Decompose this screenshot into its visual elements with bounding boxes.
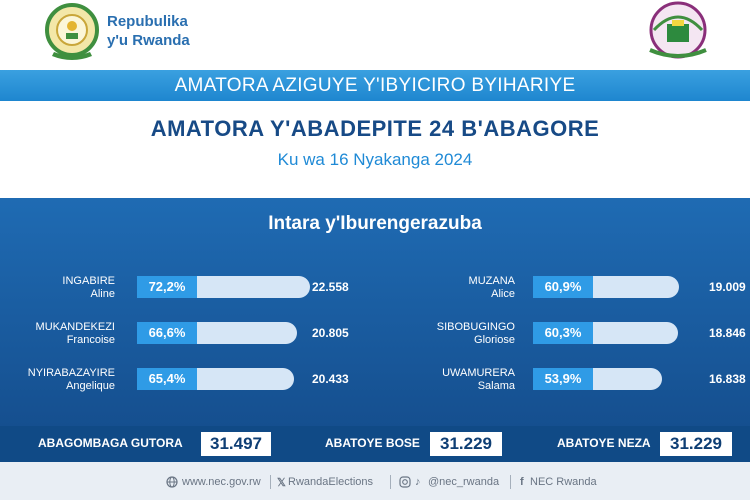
candidate-name: MUKANDEKEZI Francoise: [0, 321, 115, 347]
footer-divider: [390, 475, 391, 489]
website-link[interactable]: www.nec.gov.rw: [182, 476, 261, 488]
vote-percentage: 72,2%: [137, 276, 197, 298]
candidate-row: MUKANDEKEZI Francoise 66,6% 20.805: [0, 321, 750, 351]
valid-label: ABATOYE NEZA: [557, 436, 651, 450]
candidate-name: SIBOBUGINGO Gloriose: [395, 321, 515, 347]
instagram-icon: [399, 476, 411, 488]
footer-divider: [270, 475, 271, 489]
vote-percentage: 65,4%: [137, 368, 197, 390]
candidate-name: UWAMURERA Salama: [395, 367, 515, 393]
footer: www.nec.gov.rw 𝕏 RwandaElections ♪ @nec_…: [0, 462, 750, 500]
candidate-last-name: UWAMURERA: [442, 367, 515, 379]
globe-icon: [166, 476, 178, 488]
banner: AMATORA AZIGUYE Y'IBYICIRO BYIHARIYE: [0, 70, 750, 101]
candidate-row: SIBOBUGINGO Gloriose 60,3% 18.846: [0, 321, 750, 351]
candidate-first-name: Angelique: [66, 380, 115, 392]
valid-value: 31.229: [660, 432, 732, 456]
rwanda-coat-of-arms-icon: [45, 3, 99, 60]
facebook-link[interactable]: NEC Rwanda: [530, 476, 597, 488]
candidate-last-name: MUZANA: [468, 275, 515, 287]
candidate-last-name: INGABIRE: [62, 275, 115, 287]
vote-percentage: 60,3%: [533, 322, 593, 344]
footer-divider: [510, 475, 511, 489]
vote-count: 16.838: [709, 372, 746, 386]
voted-value: 31.229: [430, 432, 502, 456]
candidate-row: UWAMURERA Salama 53,9% 16.838: [0, 367, 750, 397]
totals-bar: ABAGOMBAGA GUTORA 31.497 ABATOYE BOSE 31…: [0, 426, 750, 462]
vote-percentage: 60,9%: [533, 276, 593, 298]
vote-count: 19.009: [709, 280, 746, 294]
x-logo-icon: 𝕏: [277, 477, 286, 489]
page-title: AMATORA Y'ABADEPITE 24 B'ABAGORE: [150, 116, 600, 141]
republic-line2: y'u Rwanda: [107, 32, 190, 49]
region-title: Intara y'Iburengerazuba: [268, 213, 482, 234]
candidate-first-name: Alice: [491, 288, 515, 300]
nec-logo-icon: [649, 1, 707, 59]
vote-count: 20.433: [312, 372, 349, 386]
candidate-first-name: Gloriose: [474, 334, 515, 346]
x-handle-link[interactable]: RwandaElections: [288, 476, 373, 488]
voted-label: ABATOYE BOSE: [325, 436, 420, 450]
republic-name: Repubulika y'u Rwanda: [107, 12, 190, 50]
candidate-row: NYIRABAZAYIRE Angelique 65,4% 20.433: [0, 367, 750, 397]
election-date: Ku wa 16 Nyakanga 2024: [277, 150, 473, 169]
candidate-first-name: Francoise: [66, 334, 115, 346]
registered-label: ABAGOMBAGA GUTORA: [38, 436, 183, 450]
vote-percentage: 66,6%: [137, 322, 197, 344]
header: Repubulika y'u Rwanda: [0, 0, 750, 70]
instagram-tiktok-link[interactable]: @nec_rwanda: [428, 476, 500, 488]
candidate-row: INGABIRE Aline 72,2% 22.558: [0, 275, 750, 305]
candidate-last-name: MUKANDEKEZI: [35, 321, 115, 333]
candidate-name: INGABIRE Aline: [0, 275, 115, 301]
candidate-last-name: NYIRABAZAYIRE: [27, 367, 115, 379]
vote-count: 18.846: [709, 326, 746, 340]
candidate-name: MUZANA Alice: [395, 275, 515, 301]
vote-count: 20.805: [312, 326, 349, 340]
facebook-icon: f: [520, 476, 524, 488]
vote-percentage: 53,9%: [533, 368, 593, 390]
candidate-first-name: Aline: [90, 288, 115, 300]
tiktok-icon: ♪: [415, 476, 421, 488]
candidate-last-name: SIBOBUGINGO: [436, 321, 515, 333]
candidate-row: MUZANA Alice 60,9% 19.009: [0, 275, 750, 305]
candidate-first-name: Salama: [477, 380, 515, 392]
vote-count: 22.558: [312, 280, 349, 294]
candidate-name: NYIRABAZAYIRE Angelique: [0, 367, 115, 393]
republic-line1: Repubulika: [107, 13, 188, 30]
registered-value: 31.497: [201, 432, 271, 456]
